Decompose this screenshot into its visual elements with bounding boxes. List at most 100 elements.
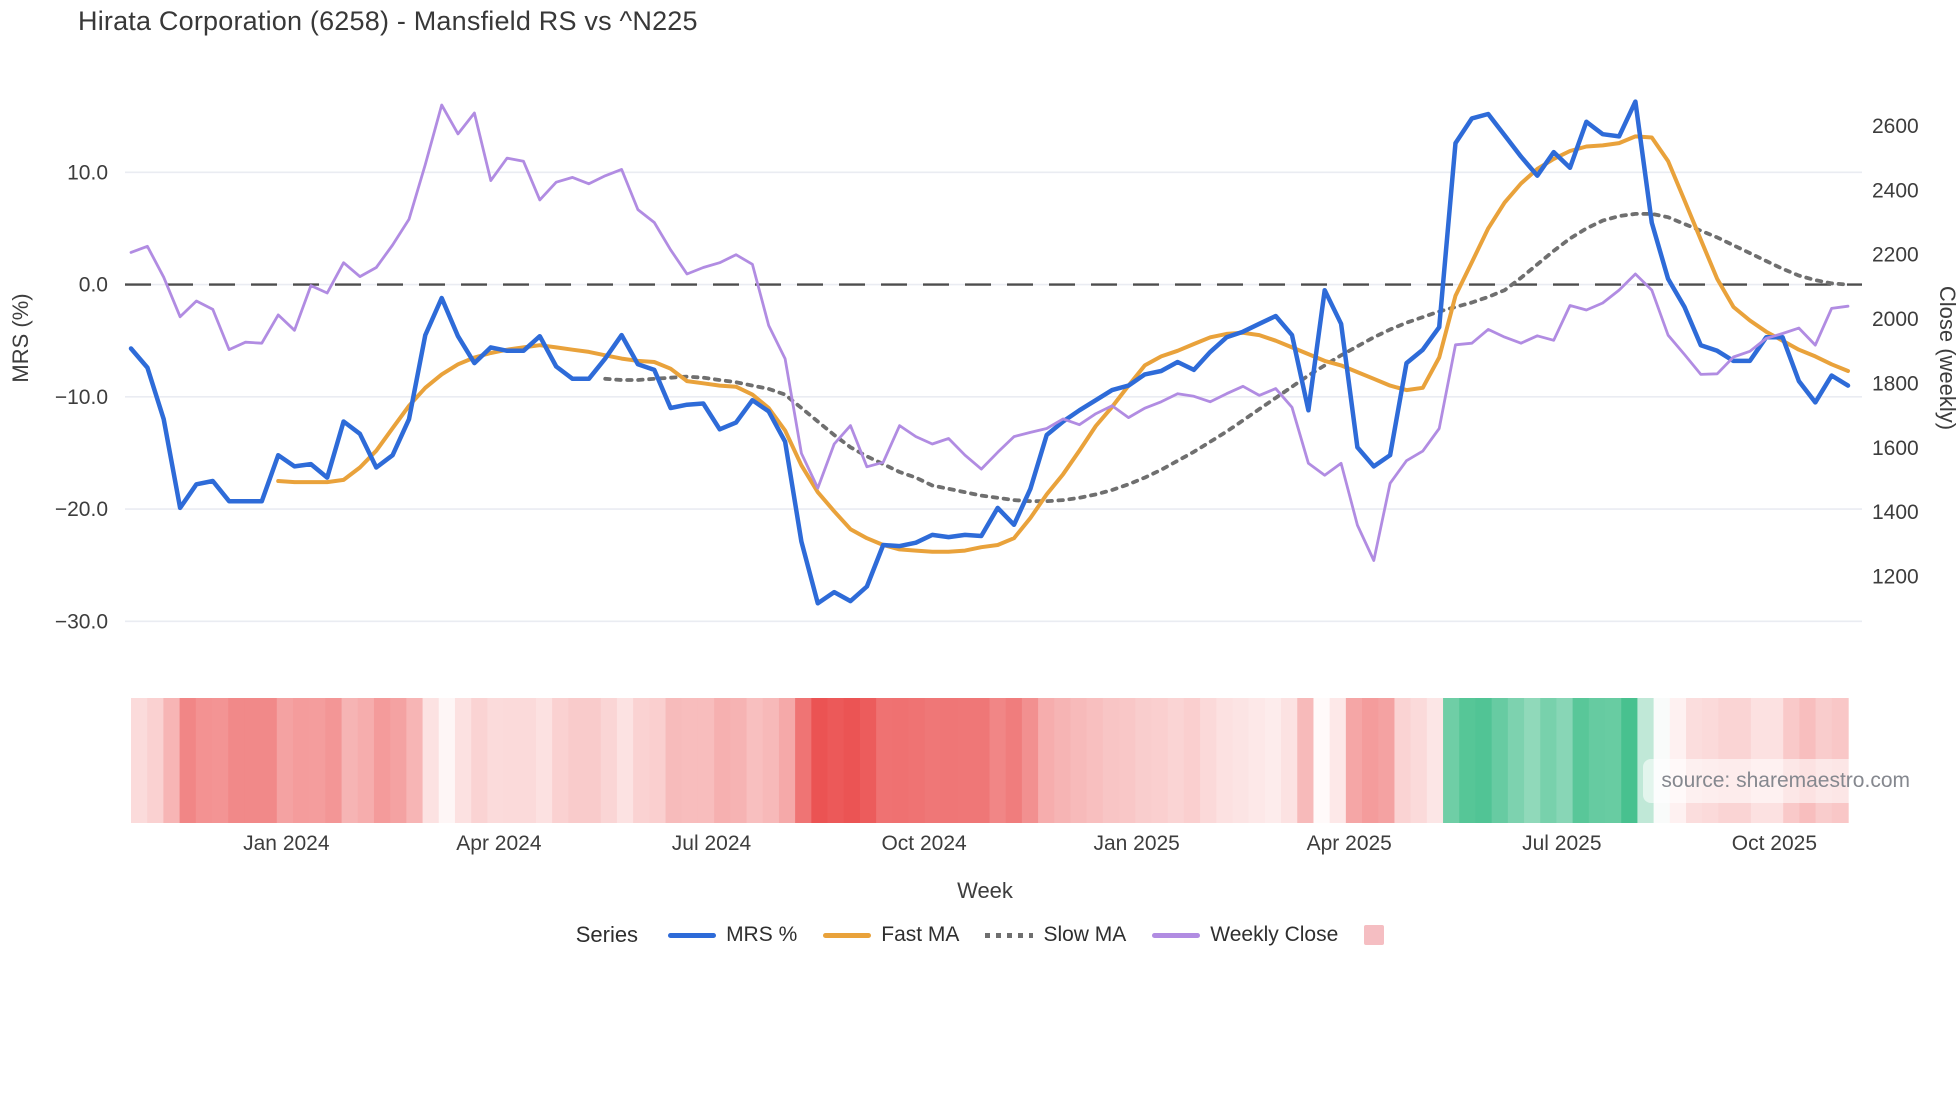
heatmap-cell <box>697 698 715 823</box>
heatmap-cell <box>616 698 634 823</box>
heatmap-cell <box>390 698 408 823</box>
x-tick-label: Jan 2025 <box>1093 832 1179 855</box>
y-tick-label-left: −10.0 <box>55 386 108 409</box>
heatmap-cell <box>940 698 958 823</box>
heatmap-cell <box>1378 698 1396 823</box>
heatmap-cell <box>1491 698 1509 823</box>
heatmap-cell <box>1264 698 1282 823</box>
y-tick-label-left: 10.0 <box>67 161 108 184</box>
heatmap-cell <box>633 698 651 823</box>
heatmap-cell <box>1281 698 1298 823</box>
heatmap-cell <box>1572 698 1590 823</box>
y-axis-label-left: MRS (%) <box>8 293 33 383</box>
heatmap-cell <box>568 698 586 823</box>
series-mrs <box>128 99 1851 606</box>
heatmap-cell <box>454 698 472 823</box>
heatmap-cell <box>1540 698 1558 823</box>
heatmap-cell <box>195 698 213 823</box>
heatmap-cell <box>1070 698 1088 823</box>
heatmap-cell <box>1524 698 1541 823</box>
heatmap-cell <box>1038 698 1055 823</box>
heatmap-cell <box>244 698 262 823</box>
heatmap-cell <box>1426 698 1444 823</box>
heatmap-cell <box>859 698 877 823</box>
chart-title: Hirata Corporation (6258) - Mansfield RS… <box>78 6 698 36</box>
heatmap-cell <box>973 698 991 823</box>
y-tick-label-right: 1400 <box>1872 501 1919 524</box>
heatmap-cell <box>1507 698 1525 823</box>
heatmap-cell <box>1345 698 1363 823</box>
heatmap-cell <box>1183 698 1201 823</box>
heatmap-cell <box>908 698 926 823</box>
heatmap-cell <box>1216 698 1234 823</box>
heatmap-cell <box>1459 698 1477 823</box>
heatmap-cell <box>876 698 894 823</box>
heatmap-cell <box>1588 698 1606 823</box>
legend-item-label: Fast MA <box>881 923 960 946</box>
y-tick-label-right: 1200 <box>1872 566 1919 589</box>
heatmap-cell <box>730 698 748 823</box>
y-axis-label-right: Close (weekly) <box>1935 285 1960 431</box>
heatmap-cell <box>147 698 165 823</box>
x-tick-label: Jan 2024 <box>243 832 330 855</box>
heatmap-cell <box>1119 698 1136 823</box>
heatmap-cell <box>1200 698 1217 823</box>
series-fast-ma-path <box>276 134 1850 554</box>
x-tick-label: Apr 2024 <box>456 832 542 855</box>
heatmap-strip <box>131 698 1849 823</box>
heatmap-cell <box>1313 698 1331 823</box>
heatmap-cell <box>762 698 780 823</box>
heatmap-cell <box>1232 698 1250 823</box>
heatmap-cell <box>519 698 537 823</box>
x-axis-ticks: Jan 2024 Apr 2024 Jul 2024 Oct 2024 Jan 2025… <box>243 832 1817 855</box>
heatmap-cell <box>1248 698 1266 823</box>
heatmap-cell <box>600 698 618 823</box>
fast-ma-line-swatch-icon <box>823 932 872 938</box>
heatmap-cell <box>746 698 764 823</box>
y-tick-label-right: 2400 <box>1872 179 1919 202</box>
x-tick-label: Oct 2025 <box>1732 832 1817 855</box>
x-tick-label: Jul 2024 <box>672 832 752 855</box>
x-tick-label: Jul 2025 <box>1522 832 1601 855</box>
heatmap-cell <box>309 698 327 823</box>
heatmap-cell <box>1102 698 1120 823</box>
heatmap-cell <box>438 698 456 823</box>
x-tick-label: Apr 2025 <box>1307 832 1392 855</box>
heatmap-cell <box>276 698 294 823</box>
heatmap-cell <box>552 698 570 823</box>
y-tick-label-right: 2600 <box>1872 115 1919 138</box>
y-tick-label-right: 2200 <box>1872 244 1919 267</box>
legend-item-label: MRS % <box>726 923 798 946</box>
heatmap-cell <box>471 698 489 823</box>
heatmap-swatch-icon <box>1364 925 1385 945</box>
heatmap-cell <box>681 698 699 823</box>
slow-ma-dotted-swatch-icon <box>985 932 1034 938</box>
heatmap-cell <box>228 698 246 823</box>
y-axis-ticks-left: 10.0 0.0 −10.0 −20.0 −30.0 <box>55 161 108 633</box>
heatmap-cell <box>422 698 440 823</box>
heatmap-cell <box>211 698 229 823</box>
heatmap-cell <box>957 698 975 823</box>
legend: Series MRS % Fast MA Slow MA Weekly Clos… <box>0 922 1960 948</box>
heatmap-cell <box>665 698 683 823</box>
heatmap-cell <box>341 698 359 823</box>
heatmap-cell <box>1054 698 1072 823</box>
heatmap-cell <box>1329 698 1347 823</box>
heatmap-cell <box>1167 698 1185 823</box>
watermark: source: sharemaestro.com <box>1643 759 1928 803</box>
heatmap-cell <box>584 698 602 823</box>
heatmap-cell <box>1005 698 1023 823</box>
heatmap-cell <box>811 698 829 823</box>
heatmap-cell <box>163 698 181 823</box>
heatmap-cell <box>843 698 861 823</box>
heatmap-cell <box>1556 698 1574 823</box>
legend-item-label: Weekly Close <box>1210 923 1339 946</box>
y-tick-label-left: −30.0 <box>55 610 108 633</box>
y-tick-label-left: 0.0 <box>79 274 108 297</box>
mrs-line-swatch-icon <box>668 932 717 938</box>
legend-item-weekly-close: Weekly Close <box>1152 923 1338 947</box>
heatmap-cell <box>325 698 343 823</box>
heatmap-cell <box>989 698 1007 823</box>
heatmap-cell <box>892 698 910 823</box>
